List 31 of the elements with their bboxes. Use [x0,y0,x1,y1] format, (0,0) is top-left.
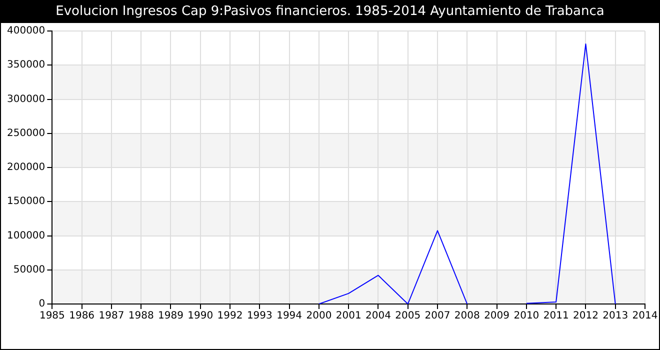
y-tick-label: 400000 [6,26,46,37]
x-tick-label: 2009 [484,310,510,322]
y-tick-label: 150000 [6,196,46,208]
x-tick-label: 2000 [306,310,332,322]
x-tick-label: 2004 [366,310,391,322]
x-tick-label: 2005 [395,310,421,322]
x-tick-label: 1986 [69,310,95,322]
x-tick-label: 1985 [39,310,65,322]
x-tick-label: 1992 [217,310,243,322]
x-tick-label: 2010 [514,310,540,322]
x-tick-label: 2008 [454,310,480,322]
y-tick-label: 300000 [6,94,46,105]
chart-title: Evolucion Ingresos Cap 9:Pasivos financieros. 1985-2014 Ayuntamiento de Trabanca [1,1,659,23]
x-tick-label: 2013 [602,310,628,322]
x-tick-label: 1994 [276,310,302,322]
x-tick-label: 1988 [128,310,154,322]
x-tick-label: 2001 [336,310,362,322]
y-tick-label: 200000 [6,162,46,174]
y-tick-label: 100000 [6,230,46,242]
y-tick-label: 350000 [6,60,46,71]
x-tick-label: 1990 [188,310,214,322]
x-tick-label: 1989 [158,310,184,322]
x-tick-label: 2012 [572,310,598,322]
x-tick-label: 2007 [424,310,450,322]
x-tick-label: 2014 [632,310,658,322]
x-tick-label: 1987 [98,310,124,322]
x-tick-label: 2011 [543,310,569,322]
y-tick-label: 0 [38,298,46,310]
y-tick-label: 50000 [13,264,46,276]
x-tick-label: 1993 [246,310,272,322]
y-tick-label: 250000 [6,128,46,139]
